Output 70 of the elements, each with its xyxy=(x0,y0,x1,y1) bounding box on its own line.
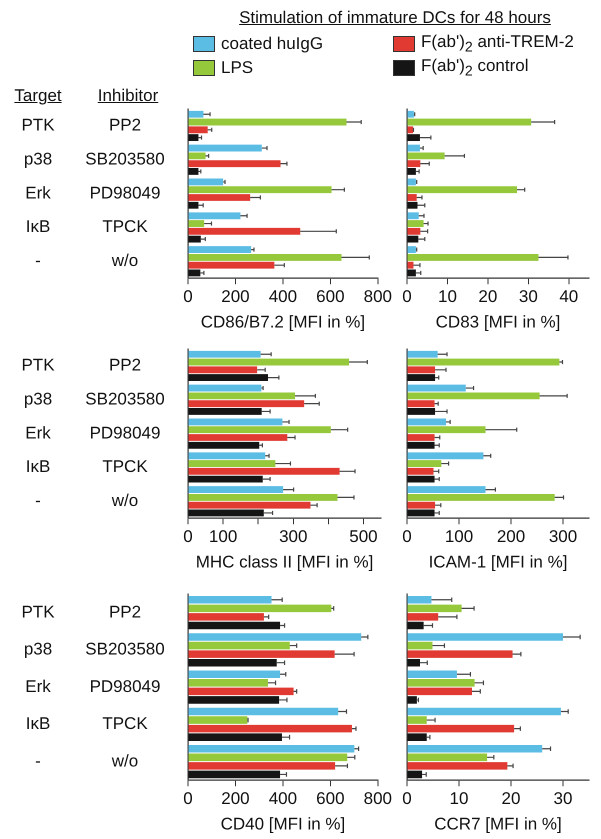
x-axis-title: CCR7 [MFI in %] xyxy=(434,814,562,834)
x-tick-label: 100 xyxy=(208,527,238,546)
y2-tick-label: - xyxy=(35,490,41,510)
y-tick-label: TPCK xyxy=(102,457,148,476)
y-tick-label: SB203580 xyxy=(85,149,165,168)
x-tick-label: 30 xyxy=(554,789,572,808)
y-tick-label: PP2 xyxy=(108,356,142,375)
y2-tick-label: IκB xyxy=(26,714,50,734)
y-tick-label: PD98049 xyxy=(90,423,160,442)
legend-label: LPS xyxy=(221,58,254,78)
y2-tick-label: Erk xyxy=(25,183,52,202)
y-tick-label: SB203580 xyxy=(85,640,165,659)
x-tick-label: 0 xyxy=(402,527,412,546)
text: Inhibitor xyxy=(96,86,160,106)
y2-tick-label: PTK xyxy=(21,356,56,375)
x-axis-title: CD40 [MFI in %] xyxy=(220,814,346,834)
x-axis-title: CD86/B7.2 [MFI in %] xyxy=(200,312,366,332)
legend-label: F(ab')$_{2}$ anti-TREM-2 xyxy=(421,32,574,56)
x-tick-label: 500 xyxy=(349,527,378,546)
x-tick-label: 0 xyxy=(402,789,412,808)
x-tick-label: 200 xyxy=(496,527,526,546)
x-tick-label: 600 xyxy=(316,789,345,808)
y2-tick-label: Erk xyxy=(25,676,52,696)
x-tick-label: 800 xyxy=(364,287,392,306)
x-axis-title: CD83 [MFI in %] xyxy=(436,312,560,332)
x-tick-label: 20 xyxy=(478,287,498,306)
y2-tick-label: - xyxy=(35,751,41,770)
x-tick-label: 300 xyxy=(548,527,578,546)
y2-tick-label: p38 xyxy=(24,149,52,168)
x-tick-label: 40 xyxy=(559,287,578,306)
legend-label: coated huIgG xyxy=(221,34,324,54)
x-tick-label: 30 xyxy=(518,287,538,306)
y-tick-label: SB203580 xyxy=(85,389,165,408)
x-tick-label: 400 xyxy=(268,789,298,808)
y2-tick-label: Erk xyxy=(25,423,52,442)
x-tick-label: 400 xyxy=(268,287,298,306)
y-tick-label: PP2 xyxy=(108,116,142,135)
x-axis-title: ICAM-1 [MFI in %] xyxy=(428,552,568,572)
x-tick-label: 0 xyxy=(183,527,193,546)
x-tick-label: 0 xyxy=(183,287,193,306)
y2-tick-label: PTK xyxy=(21,602,56,622)
x-tick-label: 100 xyxy=(444,527,474,546)
x-axis-title: MHC class II [MFI in %] xyxy=(196,552,374,572)
y-tick-label: PP2 xyxy=(108,602,142,622)
x-tick-label: 200 xyxy=(221,789,250,808)
y-tick-label: w/o xyxy=(110,250,138,270)
y-tick-label: TPCK xyxy=(102,714,148,734)
x-tick-label: 0 xyxy=(183,789,193,808)
x-tick-label: 10 xyxy=(438,287,457,306)
x-tick-label: 800 xyxy=(364,789,392,808)
y2-tick-label: IκB xyxy=(26,457,50,476)
y-tick-label: w/o xyxy=(110,490,138,510)
x-tick-label: 300 xyxy=(279,527,308,546)
y2-tick-label: PTK xyxy=(21,116,56,135)
y-tick-label: PD98049 xyxy=(90,183,160,202)
x-tick-label: 200 xyxy=(221,287,250,306)
y-tick-label: PD98049 xyxy=(90,676,160,696)
y2-tick-label: IκB xyxy=(26,217,50,236)
x-tick-label: 600 xyxy=(316,287,345,306)
y2-tick-label: p38 xyxy=(24,389,52,408)
x-tick-label: 20 xyxy=(502,789,520,808)
chart-title: Stimulation of immature DCs for 48 hours xyxy=(238,8,552,28)
x-tick-label: 10 xyxy=(450,789,468,808)
x-tick-label: 0 xyxy=(402,287,412,306)
legend-label: F(ab')$_{2}$ control xyxy=(421,56,528,80)
text: Target xyxy=(13,86,63,106)
y2-tick-label: - xyxy=(35,250,41,270)
y-tick-label: TPCK xyxy=(102,217,148,236)
y-tick-label: w/o xyxy=(110,751,138,770)
y2-tick-label: p38 xyxy=(24,640,52,659)
